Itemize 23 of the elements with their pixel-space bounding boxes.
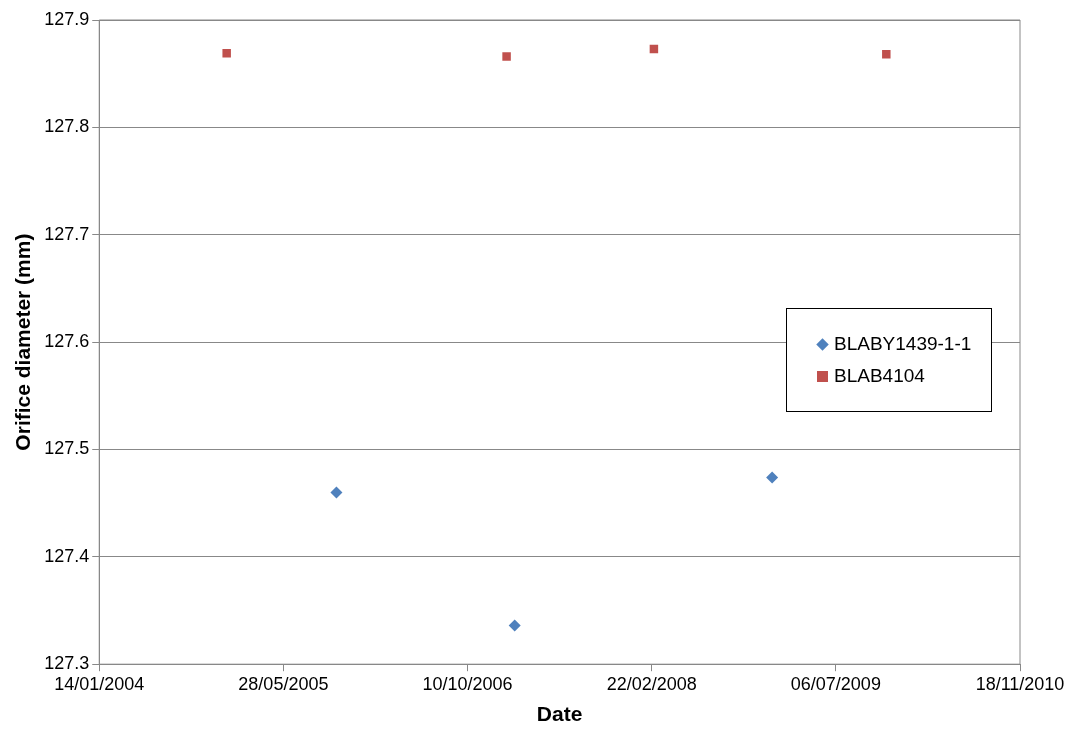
y-tick-label: 127.4 <box>44 545 90 566</box>
x-tick-label: 14/01/2004 <box>54 673 145 694</box>
y-tick-label: 127.5 <box>44 438 90 459</box>
x-tick-label: 10/10/2006 <box>422 673 513 694</box>
point <box>882 50 891 59</box>
point <box>766 471 779 484</box>
y-tick-label: 127.7 <box>44 223 90 244</box>
point <box>222 49 231 58</box>
y-tick-label: 127.8 <box>44 116 90 137</box>
x-tick-label: 06/07/2009 <box>790 673 881 694</box>
y-axis-title: Orifice diameter (mm) <box>11 233 35 451</box>
point <box>330 486 343 499</box>
legend-label: BLABY1439-1-1 <box>833 333 972 356</box>
x-axis-title: Date <box>536 702 583 726</box>
y-tick-label: 127.9 <box>44 8 90 29</box>
x-tick-label: 18/11/2010 <box>975 673 1065 694</box>
x-tick-label: 22/02/2008 <box>606 673 697 694</box>
y-tick-label: 127.6 <box>44 331 90 352</box>
point <box>508 619 521 632</box>
point <box>502 52 511 61</box>
y-tick-label: 127.3 <box>44 653 90 674</box>
legend-label: BLAB4104 <box>833 365 926 388</box>
x-tick-label: 28/05/2005 <box>238 673 329 694</box>
